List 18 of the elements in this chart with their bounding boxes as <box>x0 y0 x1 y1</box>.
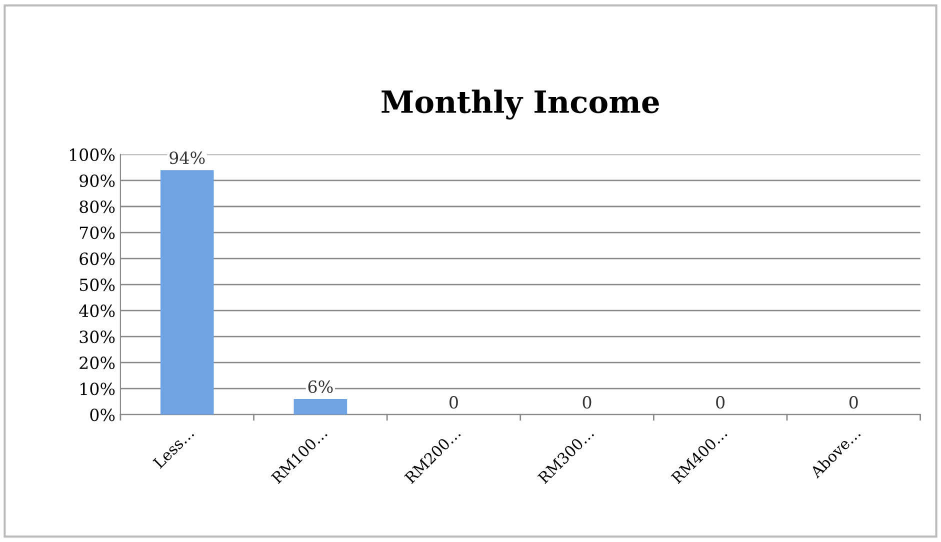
y-tick-label: 60% <box>80 252 115 266</box>
data-label: 0 <box>716 396 725 409</box>
data-label: 6% <box>308 380 333 394</box>
y-tick-label: 70% <box>80 226 115 240</box>
y-tick-label: 0% <box>90 408 115 422</box>
y-tick-label: 20% <box>80 356 115 370</box>
data-label: 0 <box>849 396 858 409</box>
y-tick-label: 50% <box>80 278 115 292</box>
y-tick-label: 100% <box>70 148 115 162</box>
data-label: 0 <box>450 396 458 409</box>
data-label: 94% <box>170 151 205 164</box>
y-tick-label: 80% <box>80 200 115 214</box>
y-tick-label: 40% <box>79 304 115 318</box>
y-tick-label: 10% <box>80 382 115 396</box>
y-tick-label: 30% <box>80 330 115 344</box>
y-tick-label: 90% <box>80 174 115 188</box>
chart-title: Monthly Income <box>382 90 659 120</box>
data-label: 0 <box>582 396 592 409</box>
